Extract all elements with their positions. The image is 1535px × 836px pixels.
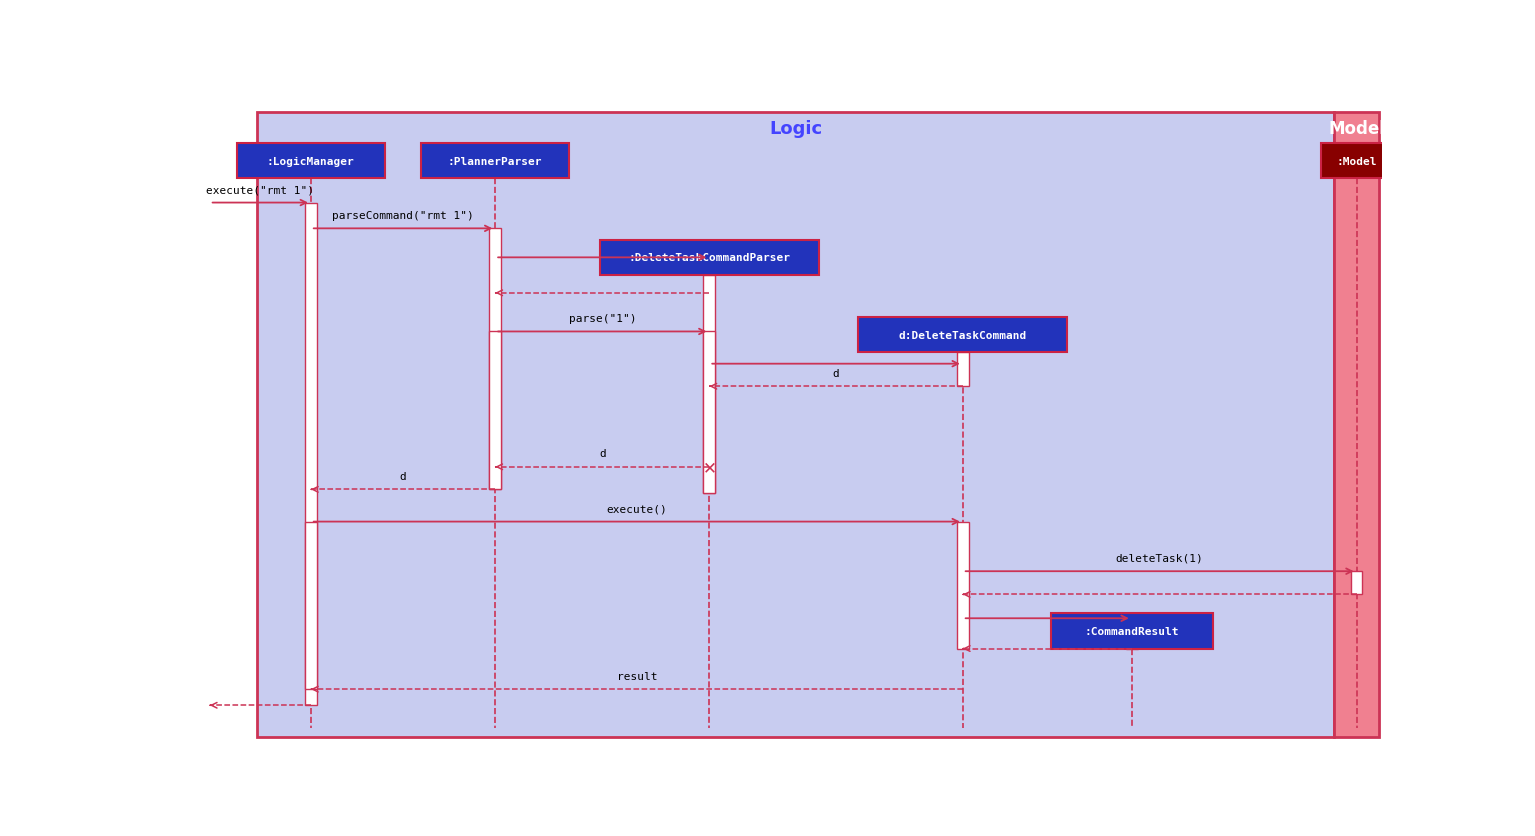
Text: :CommandResult: :CommandResult [1084, 626, 1179, 636]
Bar [956, 522, 969, 649]
Text: execute("rmt 1"): execute("rmt 1") [206, 185, 315, 195]
Bar [1351, 572, 1363, 594]
Bar [858, 318, 1067, 353]
Text: Logic: Logic [769, 120, 823, 138]
Text: result: result [617, 671, 657, 681]
Text: :LogicManager: :LogicManager [267, 156, 355, 166]
Bar [490, 332, 500, 490]
Text: :PlannerParser: :PlannerParser [448, 156, 542, 166]
Text: d: d [599, 449, 606, 459]
Bar [305, 203, 316, 706]
Bar [422, 144, 569, 179]
Text: d:DeleteTaskCommand: d:DeleteTaskCommand [898, 330, 1027, 340]
Text: :DeleteTaskCommandParser: :DeleteTaskCommandParser [628, 253, 791, 263]
Text: execute(): execute() [606, 503, 668, 513]
Bar [305, 522, 316, 690]
Bar [600, 240, 818, 276]
Bar [236, 144, 385, 179]
Text: d: d [832, 369, 840, 379]
Text: d: d [399, 472, 407, 482]
Text: ✕: ✕ [703, 458, 717, 477]
Text: parseCommand("rmt 1"): parseCommand("rmt 1") [332, 211, 474, 221]
Bar [703, 275, 715, 493]
Bar [490, 229, 500, 490]
Bar [1125, 631, 1137, 649]
Text: Model: Model [1328, 120, 1385, 138]
Text: parse("1"): parse("1") [568, 314, 635, 324]
Bar [1320, 144, 1392, 179]
Text: :Model: :Model [1337, 156, 1377, 166]
Bar [1051, 614, 1213, 649]
Bar [1334, 113, 1378, 737]
Bar [956, 353, 969, 387]
Text: deleteTask(1): deleteTask(1) [1116, 553, 1203, 563]
Bar [703, 332, 715, 493]
